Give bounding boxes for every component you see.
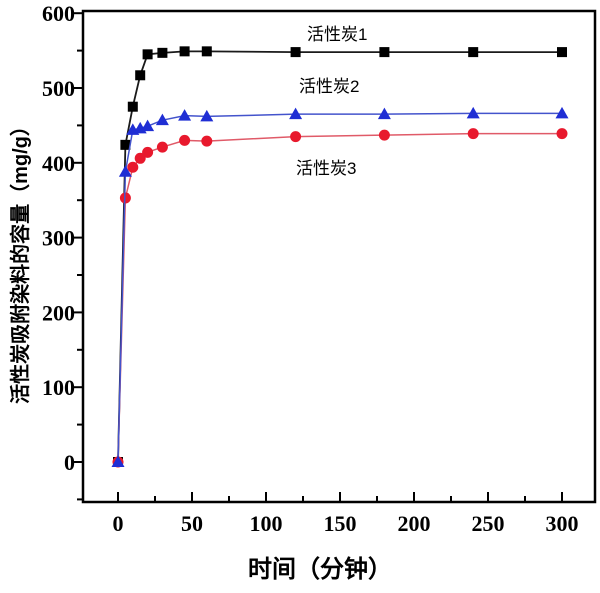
x-axis-title: 时间（分钟）: [248, 556, 392, 583]
marker-circle: [127, 161, 139, 173]
marker-square: [127, 101, 138, 112]
series-line-活性炭3: [117, 132, 562, 463]
marker-square: [557, 47, 567, 58]
marker-square: [379, 47, 390, 58]
series-label-carbon3: 活性炭3: [296, 159, 357, 178]
x-tick-label: 50: [181, 511, 203, 536]
y-tick-label: 500: [42, 76, 75, 101]
marker-circle: [378, 129, 390, 141]
marker-triangle: [118, 165, 132, 177]
y-tick-label: 200: [42, 300, 75, 325]
series-line-活性炭1: [117, 50, 562, 463]
marker-square: [290, 47, 301, 58]
marker-triangle: [178, 109, 192, 121]
marker-square: [201, 46, 212, 57]
y-axis-title: 活性炭吸附染料的容量（mg/g）: [10, 116, 32, 404]
marker-triangle: [377, 107, 391, 120]
series-label-carbon2: 活性炭2: [299, 77, 360, 96]
marker-circle: [134, 152, 146, 164]
x-tick-label: 150: [324, 511, 357, 536]
marker-triangle: [200, 109, 214, 122]
marker-triangle: [111, 455, 125, 467]
marker-triangle: [155, 113, 169, 126]
marker-circle: [179, 134, 191, 146]
y-tick-label: 0: [64, 450, 75, 475]
series-line-活性炭2: [117, 112, 562, 463]
x-tick-label: 300: [546, 511, 579, 536]
marker-circle: [467, 128, 479, 140]
marker-square: [120, 139, 131, 150]
y-tick-label: 300: [42, 226, 75, 251]
marker-triangle: [141, 119, 155, 132]
marker-square: [135, 70, 146, 81]
x-tick-label: 250: [472, 511, 505, 536]
y-tick-label: 400: [42, 151, 75, 176]
plot-frame: [81, 9, 597, 504]
marker-square: [157, 47, 168, 58]
marker-triangle: [466, 106, 480, 119]
series-label-carbon1: 活性炭1: [307, 25, 368, 44]
marker-triangle: [289, 107, 303, 120]
marker-square: [142, 49, 153, 60]
marker-circle: [290, 131, 302, 143]
marker-triangle: [555, 106, 569, 119]
x-tick-label: 100: [250, 511, 283, 536]
marker-square: [468, 47, 479, 58]
x-tick-label: 0: [113, 511, 124, 536]
marker-circle: [156, 141, 168, 153]
marker-square: [179, 46, 190, 57]
marker-circle: [201, 135, 213, 147]
x-tick-label: 200: [398, 511, 431, 536]
y-tick-label: 600: [42, 1, 75, 26]
marker-circle: [556, 128, 568, 140]
marker-circle: [142, 146, 154, 158]
y-tick-label: 100: [42, 375, 75, 400]
